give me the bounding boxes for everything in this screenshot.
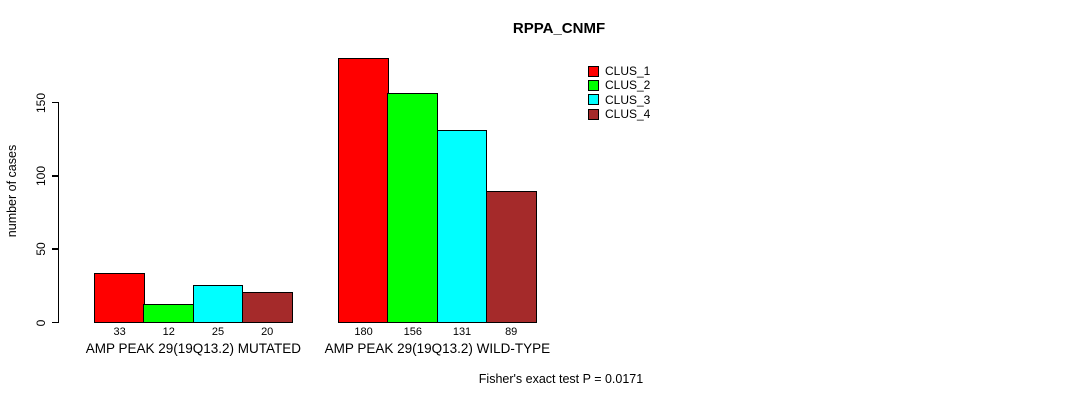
bar-group2-clus_2	[387, 93, 439, 324]
y-axis-tick	[51, 175, 59, 177]
legend-item-label: CLUS_1	[605, 64, 651, 79]
legend-item-label: CLUS_4	[605, 107, 651, 122]
legend-color-swatch	[588, 79, 599, 91]
bar-value-label: 33	[113, 325, 126, 338]
y-axis-tick-label: 50	[34, 242, 48, 256]
y-axis-tick-label: 0	[34, 319, 48, 326]
y-axis-tick	[51, 248, 59, 250]
stat-annotation: Fisher's exact test P = 0.0171	[478, 372, 644, 386]
legend-item-label: CLUS_3	[605, 92, 651, 107]
y-axis-tick	[51, 101, 59, 104]
legend-item-clus_2: CLUS_2	[588, 78, 650, 92]
legend: CLUS_1 CLUS_2 CLUS_3 CLUS_4	[588, 64, 650, 121]
bar-group1-clus_1	[94, 273, 145, 324]
legend-item-clus_1: CLUS_1	[588, 64, 650, 78]
bar-group2-clus_4	[485, 191, 537, 324]
bar-value-label: 20	[261, 325, 274, 338]
bar-value-label: 156	[403, 325, 422, 338]
bar-value-label: 131	[452, 325, 472, 338]
y-axis-tick-label: 100	[34, 165, 48, 186]
bar-group2-clus_1	[338, 57, 389, 324]
bar-group1-clus_2	[143, 304, 195, 324]
bar-group2-clus_3	[436, 129, 488, 324]
legend-item-label: CLUS_2	[605, 78, 651, 93]
legend-item-clus_3: CLUS_3	[588, 93, 650, 107]
y-axis-label: number of cases	[5, 144, 19, 238]
bar-value-label: 12	[162, 325, 175, 338]
legend-color-swatch	[588, 108, 599, 120]
bar-value-label: 180	[354, 325, 373, 338]
bar-value-label: 89	[505, 325, 518, 338]
bar-group1-clus_3	[192, 285, 244, 324]
legend-color-swatch	[588, 65, 599, 77]
x-category-label: AMP PEAK 29(19Q13.2) MUTATED	[85, 341, 302, 356]
y-axis-tick	[51, 321, 59, 324]
y-axis-tick-label: 150	[34, 92, 48, 113]
bar-value-label: 25	[211, 325, 225, 338]
bar-group1-clus_4	[241, 292, 293, 324]
x-category-label: AMP PEAK 29(19Q13.2) WILD-TYPE	[324, 341, 551, 356]
y-axis-line	[57, 101, 60, 324]
legend-color-swatch	[588, 94, 599, 106]
legend-item-clus_4: CLUS_4	[588, 107, 650, 121]
chart-title: RPPA_CNMF	[512, 20, 606, 37]
